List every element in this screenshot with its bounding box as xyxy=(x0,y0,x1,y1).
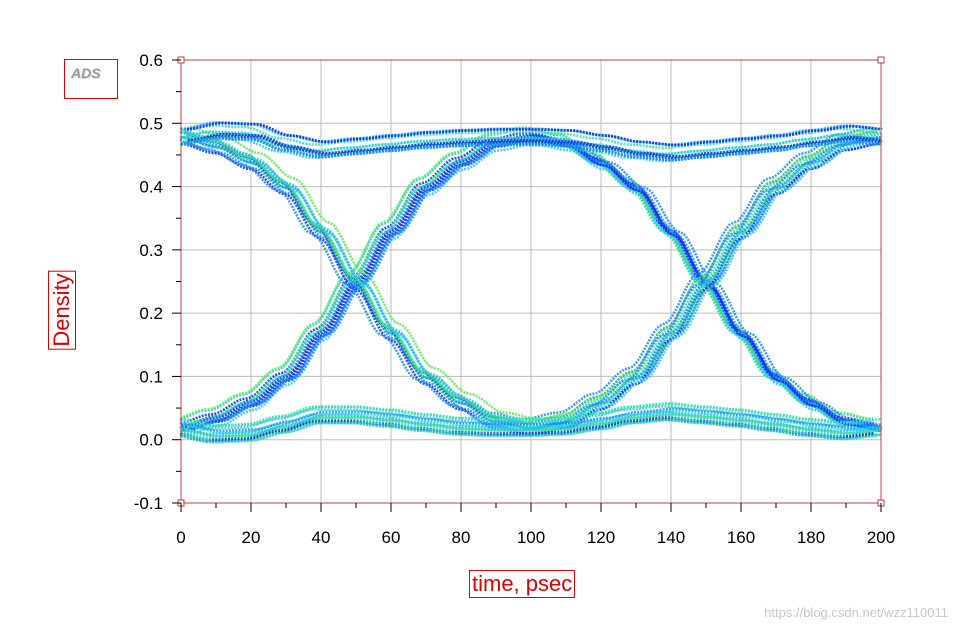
y-tick-label-4: 0.3 xyxy=(139,241,163,260)
y-tick-label-6: 0.5 xyxy=(139,114,163,133)
y-tick-label-7: 0.6 xyxy=(139,51,163,70)
eye-trace-2-11 xyxy=(186,121,883,147)
axis-ticks xyxy=(172,59,882,512)
x-tick-label-0: 0 xyxy=(176,528,185,547)
x-tick-label-2: 40 xyxy=(312,528,331,547)
eye-trace-3-9 xyxy=(180,418,878,444)
x-tick-label-5: 100 xyxy=(517,528,545,547)
eye-trace-2-13 xyxy=(180,136,881,162)
eye-traces xyxy=(179,121,883,444)
x-axis-title: time, psec xyxy=(469,570,576,598)
x-tick-label-3: 60 xyxy=(382,528,401,547)
ads-logo-text: ADS xyxy=(71,65,101,81)
x-tick-label-6: 120 xyxy=(587,528,615,547)
eye-trace-3-4 xyxy=(179,405,873,430)
x-tick-labels: 0 20 40 60 80 100 120 140 160 180 200 xyxy=(176,528,895,547)
ads-logo-badge: ADS xyxy=(64,59,118,99)
eye-trace-0-0 xyxy=(180,133,881,428)
x-tick-label-9: 180 xyxy=(797,528,825,547)
eye-trace-3-13 xyxy=(180,402,882,428)
eye-trace-3-11 xyxy=(188,409,883,435)
eye-trace-2-2 xyxy=(179,131,873,156)
watermark-url: https://blog.csdn.net/wzz110011 xyxy=(764,605,948,620)
eye-trace-1-10 xyxy=(180,129,878,424)
eye-trace-2-9 xyxy=(186,134,883,160)
y-tick-label-3: 0.2 xyxy=(139,304,163,323)
y-tick-labels: -0.1 0.0 0.1 0.2 0.3 0.4 0.5 0.6 xyxy=(134,51,163,513)
y-tick-label-1: 0.0 xyxy=(139,431,163,450)
x-tick-label-4: 80 xyxy=(452,528,471,547)
y-tick-label-0: -0.1 xyxy=(134,494,163,513)
eye-trace-3-6 xyxy=(184,407,882,432)
y-tick-label-2: 0.1 xyxy=(139,367,163,386)
eye-trace-3-0 xyxy=(179,413,877,439)
x-tick-label-8: 160 xyxy=(727,528,755,547)
x-tick-label-7: 140 xyxy=(657,528,685,547)
x-tick-label-1: 20 xyxy=(242,528,261,547)
y-tick-label-5: 0.4 xyxy=(139,178,163,197)
x-tick-label-10: 200 xyxy=(867,528,895,547)
eye-trace-3-2 xyxy=(183,417,882,443)
grid-lines xyxy=(180,59,882,504)
eye-trace-3-10 xyxy=(180,412,880,437)
frame-handle-1[interactable] xyxy=(877,56,885,64)
y-axis-title: Density xyxy=(48,270,76,350)
eye-trace-2-6 xyxy=(187,132,883,158)
